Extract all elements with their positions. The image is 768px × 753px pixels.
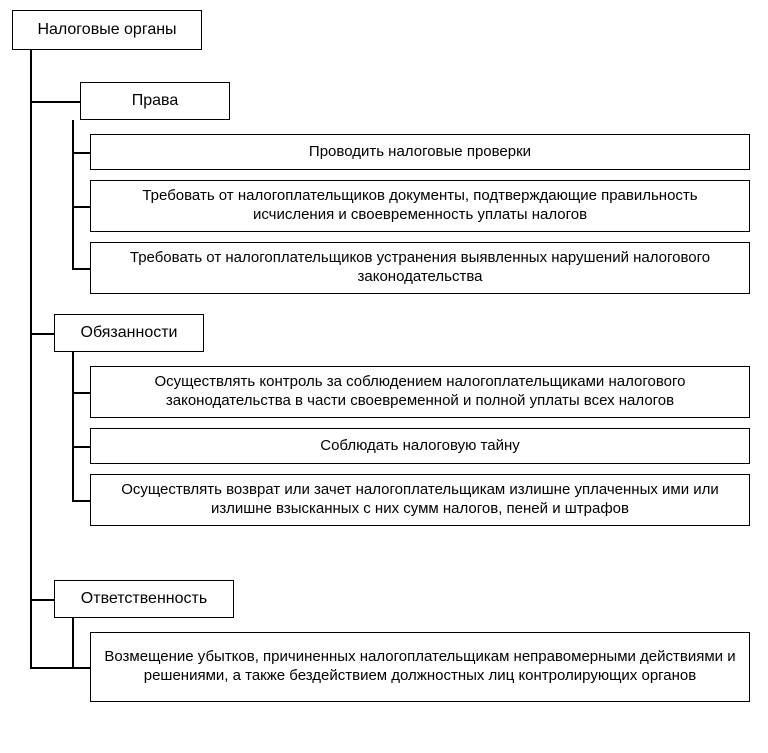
branch-2c [72,500,90,502]
item-text: Требовать от налогоплательщиков устранен… [101,249,739,287]
branch-2b [72,446,90,448]
item-text: Осуществлять возврат или зачет налогопла… [101,481,739,519]
item-text: Проводить налоговые проверки [309,143,531,162]
root-node: Налоговые органы [12,10,202,50]
item-text: Соблюдать налоговую тайну [320,437,520,456]
branch-to-sec3 [30,599,54,601]
subtrunk-1 [72,120,74,268]
item-text: Требовать от налогоплательщиков документ… [101,187,739,225]
section-node-responsibility: Ответственность [54,580,234,618]
root-label: Налоговые органы [37,20,176,40]
subtrunk-2 [72,352,74,500]
item-node: Осуществлять возврат или зачет налогопла… [90,474,750,526]
branch-1a [72,152,90,154]
item-node: Требовать от налогоплательщиков документ… [90,180,750,232]
section-label: Права [132,91,179,111]
section-node-rights: Права [80,82,230,120]
item-node: Осуществлять контроль за соблюдением нал… [90,366,750,418]
item-node: Проводить налоговые проверки [90,134,750,170]
branch-to-sec1 [30,101,80,103]
section-label: Ответственность [81,589,207,609]
branch-2a [72,392,90,394]
item-node: Возмещение убытков, причиненных налогопл… [90,632,750,702]
item-text: Осуществлять контроль за соблюдением нал… [101,373,739,411]
item-node: Требовать от налогоплательщиков устранен… [90,242,750,294]
branch-1b [72,206,90,208]
item-node: Соблюдать налоговую тайну [90,428,750,464]
trunk-main [30,50,32,667]
section-node-duties: Обязанности [54,314,204,352]
subtrunk-3 [72,618,74,667]
branch-1c [72,268,90,270]
branch-to-i3a [30,667,90,669]
item-text: Возмещение убытков, причиненных налогопл… [101,648,739,686]
section-label: Обязанности [81,323,178,343]
diagram-canvas: Налоговые органы Права Проводить налогов… [0,0,768,753]
branch-to-sec2 [30,333,54,335]
